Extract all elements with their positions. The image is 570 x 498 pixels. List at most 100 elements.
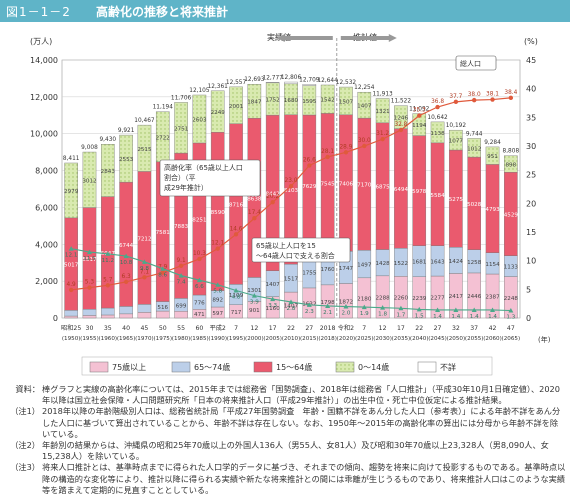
x-tick-top: 32 [452, 325, 460, 332]
total-label: 9,744 [466, 131, 483, 137]
x-tick-top: 平成2 [210, 324, 226, 332]
data-label: 5017 [64, 263, 79, 269]
aging-rate-label: 37.7 [449, 94, 462, 100]
bar-0-14 [247, 83, 262, 119]
bar-0-14 [137, 124, 152, 172]
x-tick-bottom: (1955) [80, 336, 99, 342]
aging-rate-label: 30.0 [358, 138, 371, 144]
data-label: 898 [505, 162, 516, 168]
data-label: 471 [194, 312, 205, 318]
bar-75-plus [64, 315, 78, 319]
support-ratio-label: 2.1 [323, 310, 332, 316]
support-ratio-point [435, 307, 441, 312]
x-tick-bottom: (1980) [172, 336, 191, 342]
aging-rate-point [215, 246, 220, 251]
support-ratio-point [86, 249, 92, 255]
support-ratio-point [453, 307, 459, 312]
support-ratio-label: 8.6 [158, 273, 167, 279]
aging-rate-label: 10.3 [193, 251, 206, 257]
data-label: 1752 [266, 97, 280, 103]
data-label: 8442 [266, 191, 280, 197]
support-ratio-label: 5.8 [213, 289, 222, 295]
total-label: 10,192 [446, 123, 467, 129]
total-label: 12,532 [336, 80, 357, 86]
data-label: 6494 [394, 187, 409, 193]
note-1: （注1） 2018年以降の年齢階級別人口は、総務省統計局「平成27年国勢調査 年齢… [10, 406, 561, 439]
x-tick-top: 37 [470, 325, 478, 332]
figure-header: 図1－1－2 高齢化の推移と将来推計 [0, 0, 570, 22]
data-label: 1755 [302, 270, 317, 276]
y-right-tick: 40 [526, 85, 536, 94]
total-label: 11,913 [372, 91, 393, 97]
data-label: 1321 [375, 109, 390, 115]
support-ratio-point [123, 253, 129, 259]
x-tick-top: 35 [104, 325, 112, 332]
data-label: 6744 [119, 243, 134, 249]
data-label: 1407 [266, 282, 281, 288]
data-label: 901 [249, 308, 260, 314]
data-label: 717 [231, 310, 242, 316]
y-right-unit: (%) [524, 37, 538, 46]
y-right-tick: 5 [526, 285, 531, 294]
y-right-tick: 45 [526, 56, 536, 65]
data-label: 1798 [321, 300, 336, 306]
legend-label: 15～64歳 [276, 362, 312, 372]
aging-rate-label: 38.1 [486, 92, 499, 98]
note-source: 資料： 棒グラフと実線の高齢化率については、2015年までは総務省「国勢調査」、2… [15, 384, 560, 406]
data-label: 1747 [339, 266, 354, 272]
total-label: 11,706 [171, 95, 192, 101]
total-label: 9,008 [81, 145, 98, 151]
support-ratio-point [398, 305, 404, 311]
legend-label: 65～74歳 [194, 362, 230, 372]
data-label: 3012 [82, 178, 96, 184]
x-tick-bottom: (2005) [263, 336, 282, 342]
support-ratio-point [508, 308, 514, 313]
aging-rate-point [178, 263, 184, 269]
bar-75-plus [101, 314, 115, 319]
support-ratio-label: 2.0 [342, 311, 351, 317]
figure-id: 図1－1－2 [6, 5, 71, 19]
data-label: 2180 [357, 296, 372, 302]
x-tick-bottom: (2025) [355, 336, 374, 342]
x-tick-top: 17 [397, 325, 405, 332]
aging-rate-label: 7.1 [140, 269, 150, 275]
support-ratio-label: 1.8 [378, 312, 387, 318]
support-ratio-label: 6.6 [195, 284, 204, 290]
total-label: 12,557 [226, 80, 247, 86]
x-tick-bottom: (1985) [190, 336, 209, 342]
x-unit: (年) [538, 335, 551, 344]
bar-75-plus [137, 312, 152, 319]
data-label: 2417 [449, 294, 464, 300]
total-label: 9,430 [99, 137, 116, 143]
bar-65-74 [64, 310, 78, 317]
x-tick-top: 12 [379, 325, 387, 332]
bar-0-14 [320, 84, 335, 114]
total-label: 8,411 [63, 156, 80, 162]
total-label: 12,644 [317, 78, 338, 84]
data-label: 2260 [394, 296, 409, 302]
data-label: 892 [212, 297, 223, 303]
bar-65-74 [119, 306, 133, 315]
y-right-tick: 0 [526, 314, 531, 323]
data-label: 1246 [394, 116, 409, 122]
y-left-tick: 8,000 [35, 167, 58, 176]
data-label: 1507 [339, 99, 354, 105]
data-label: 1522 [394, 261, 408, 267]
support-ratio-label: 1.4 [451, 314, 460, 320]
aging-rate-point [490, 97, 495, 102]
x-tick-bottom: (1995) [227, 336, 246, 342]
aging-callout-text: 割合）（平 [164, 173, 196, 182]
y-right-tick: 15 [526, 228, 536, 237]
support-ratio-label: 1.7 [396, 312, 405, 318]
support-ratio-point [178, 273, 184, 278]
bar-0-14 [101, 144, 115, 197]
aging-rate-label: 32.8 [394, 122, 407, 128]
data-label: 1012 [467, 146, 481, 152]
bar-0-14 [82, 151, 97, 208]
data-label: 1407 [357, 104, 372, 110]
x-tick-bottom: (2040) [410, 336, 429, 342]
data-label: 2722 [156, 135, 170, 141]
aging-callout-text: 高齢化率（65歳以上人口 [164, 163, 243, 172]
y-right-tick: 20 [526, 199, 536, 208]
support-ratio-label: 1.9 [360, 311, 369, 317]
